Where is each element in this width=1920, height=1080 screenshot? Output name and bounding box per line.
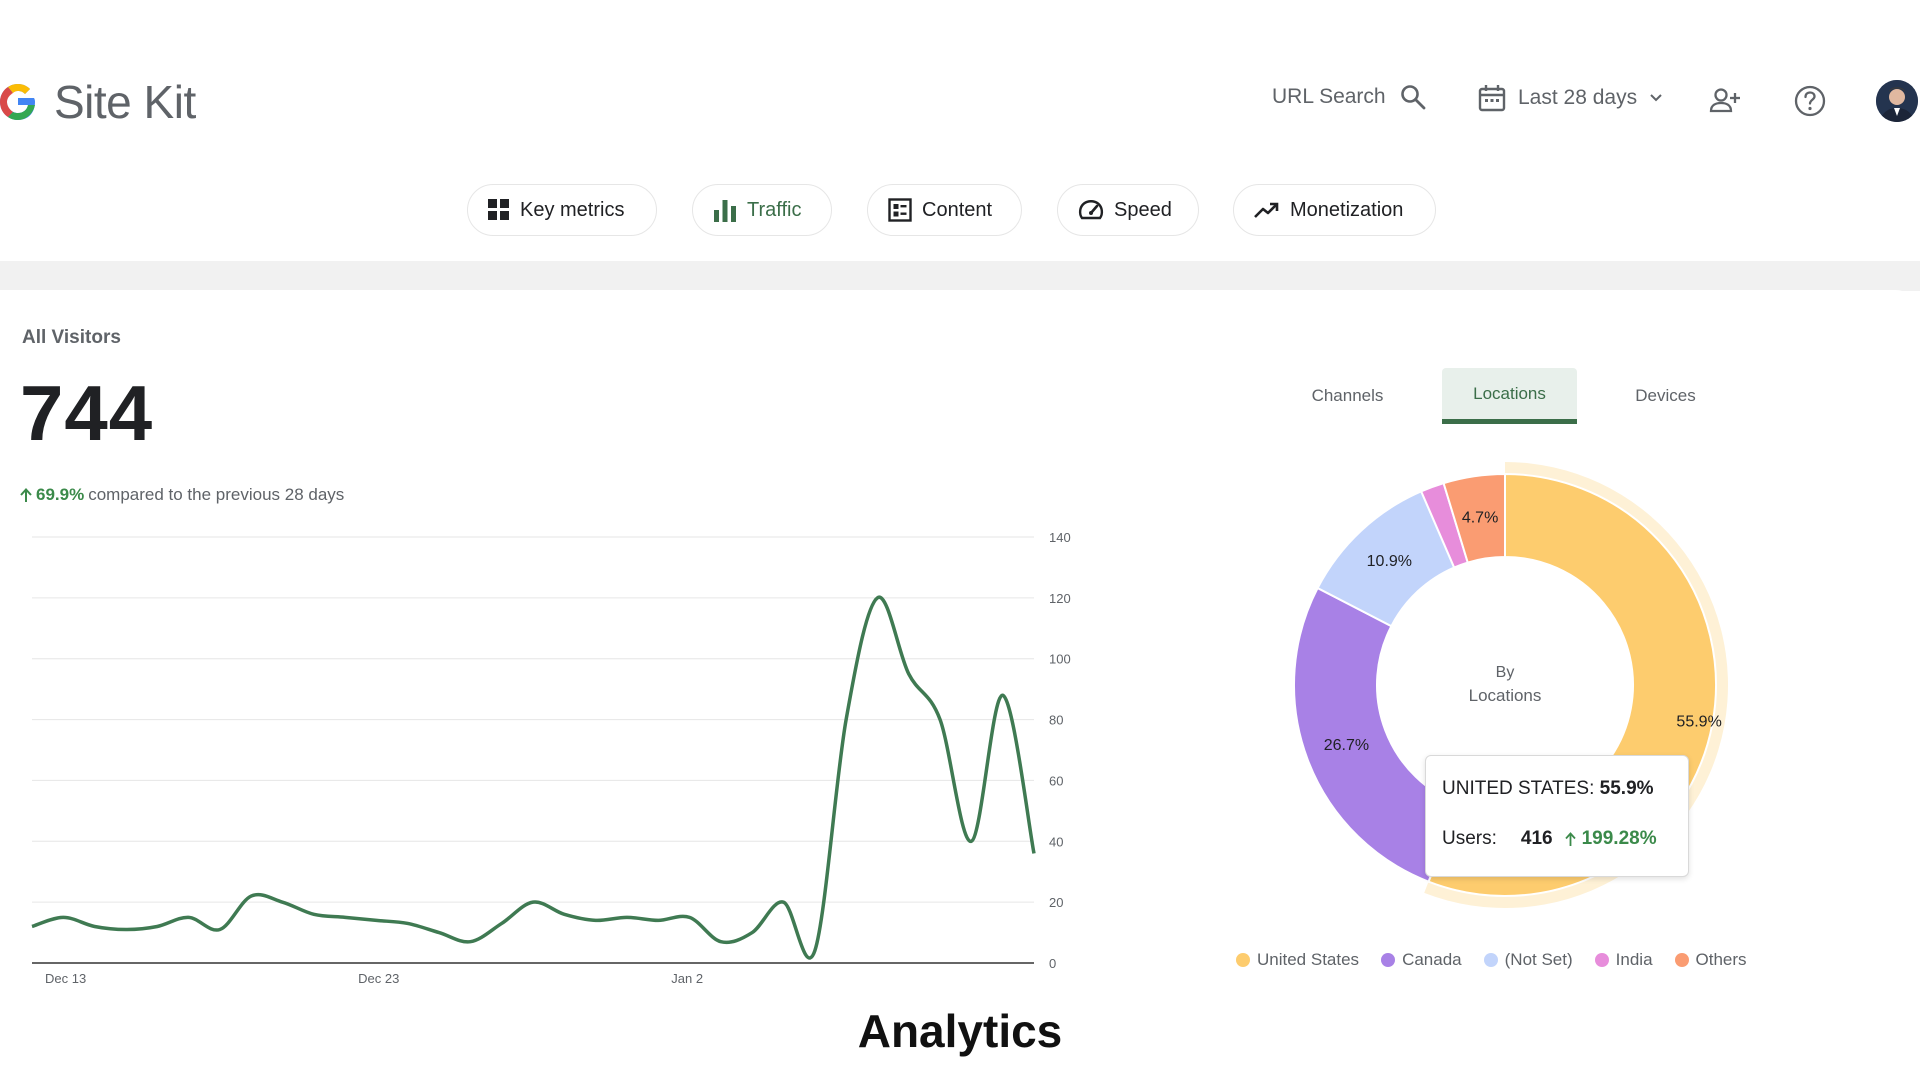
legend-swatch [1236,953,1250,967]
trending-up-icon [1254,202,1279,218]
avatar[interactable] [1876,80,1918,122]
section-divider [0,261,1920,291]
url-search-label: URL Search [1272,85,1386,108]
legend-item[interactable]: India [1594,950,1653,970]
legend-swatch [1381,953,1396,967]
all-visitors-value: 744 [20,369,154,457]
y-tick-label: 0 [1049,956,1056,971]
legend-item[interactable]: (Not Set) [1483,950,1573,970]
grid-icon [488,199,509,220]
y-tick-label: 100 [1049,652,1071,667]
chart-tooltip: UNITED STATES: 55.9% Users: 416 199.28% [1425,755,1689,877]
url-search-button[interactable]: URL Search [1272,84,1426,110]
tab-speed[interactable]: Speed [1057,184,1199,236]
y-tick-label: 60 [1049,773,1063,788]
visitors-line-chart[interactable]: 0 20 40 60 80 100 120 140 Dec 13 Dec 23 Jan 2 [0,520,1100,990]
visitors-change: 69.9% compared to the previous 28 days [20,485,344,505]
x-tick-label: Dec 13 [45,971,86,986]
tooltip-users-label: Users: [1442,828,1497,849]
date-range-selector[interactable]: Last 28 days [1478,84,1663,112]
tooltip-users-value: 416 [1520,828,1553,849]
legend-label: United States [1257,950,1360,969]
all-visitors-title: All Visitors [22,327,121,348]
slice-data-label: 4.7% [1462,509,1498,526]
tooltip-users-change: 199.28% [1581,828,1657,849]
tab-monetization[interactable]: Monetization [1233,184,1436,236]
slice-canada[interactable] [1293,586,1460,883]
legend-item[interactable]: United States [1236,950,1359,970]
help-icon[interactable] [1793,84,1827,118]
date-range-label: Last 28 days [1518,86,1638,109]
caption: Analytics [857,1005,1063,1057]
tab-label: Key metrics [520,198,625,221]
change-text: compared to the previous 28 days [88,485,345,504]
calendar-icon [1478,85,1506,112]
legend-label: (Not Set) [1504,950,1573,969]
tab-channels[interactable]: Channels [1311,386,1384,405]
legend-label: India [1615,950,1653,969]
tooltip-users-row: Users: 416 199.28% [1442,828,1657,850]
y-tick-label: 20 [1049,895,1063,910]
legend-label: Others [1695,950,1747,969]
series-line[interactable] [31,595,1036,960]
tab-label: Monetization [1290,198,1404,221]
legend-item[interactable]: Canada [1381,950,1462,970]
google-g-icon [0,84,35,120]
tooltip-country-row: UNITED STATES: 55.9% [1442,778,1654,800]
tab-label: Content [922,198,993,221]
search-icon [1400,85,1426,110]
traffic-panel [0,290,1916,1050]
slice-data-label: 55.9% [1676,713,1721,730]
chevron-down-icon [1650,94,1662,102]
site-kit-logo[interactable]: Site Kit [0,72,196,132]
y-tick-label: 120 [1049,591,1071,606]
arrow-up-icon [20,488,32,502]
legend-swatch [1674,953,1689,967]
donut-center-label: By [1496,664,1515,681]
legend-swatch [1594,953,1609,967]
tab-devices[interactable]: Devices [1635,386,1696,405]
tab-content[interactable]: Content [867,184,1022,236]
user-photo-icon [1876,80,1918,122]
y-tick-label: 40 [1049,834,1063,849]
arrow-up-icon [1564,832,1576,846]
legend-swatch [1483,953,1498,967]
change-percent: 69.9% [36,485,85,504]
speedometer-icon [1078,200,1104,220]
y-tick-label: 80 [1049,713,1063,728]
slice-data-label: 10.9% [1367,553,1412,570]
header: Site Kit URL Search Last 28 days [0,0,1920,160]
donut-center-label: Locations [1469,686,1542,705]
app-name: Site Kit [54,76,196,128]
legend-item[interactable]: Others [1674,950,1747,970]
tooltip-country-label: UNITED STATES: [1442,778,1595,799]
slice-data-label: 26.7% [1324,737,1369,754]
x-tick-label: Dec 23 [358,971,399,986]
add-user-icon[interactable] [1708,84,1742,118]
legend-label: Canada [1402,950,1462,969]
y-tick-label: 140 [1049,530,1071,545]
tab-key-metrics[interactable]: Key metrics [467,184,657,236]
bar-chart-icon [714,200,736,222]
tab-traffic[interactable]: Traffic [692,184,832,236]
tab-label: Traffic [747,198,802,221]
x-tick-label: Jan 2 [671,971,703,986]
content-list-icon [888,198,912,222]
slice-others[interactable] [1442,472,1506,564]
tab-label: Speed [1114,198,1172,221]
tooltip-country-value: 55.9% [1599,778,1654,799]
section-nav: Key metrics Traffic Content Speed [0,184,1920,240]
donut-legend: United States Canada (Not Set) India Others [1236,950,1747,970]
tab-locations[interactable]: Locations [1442,368,1577,424]
